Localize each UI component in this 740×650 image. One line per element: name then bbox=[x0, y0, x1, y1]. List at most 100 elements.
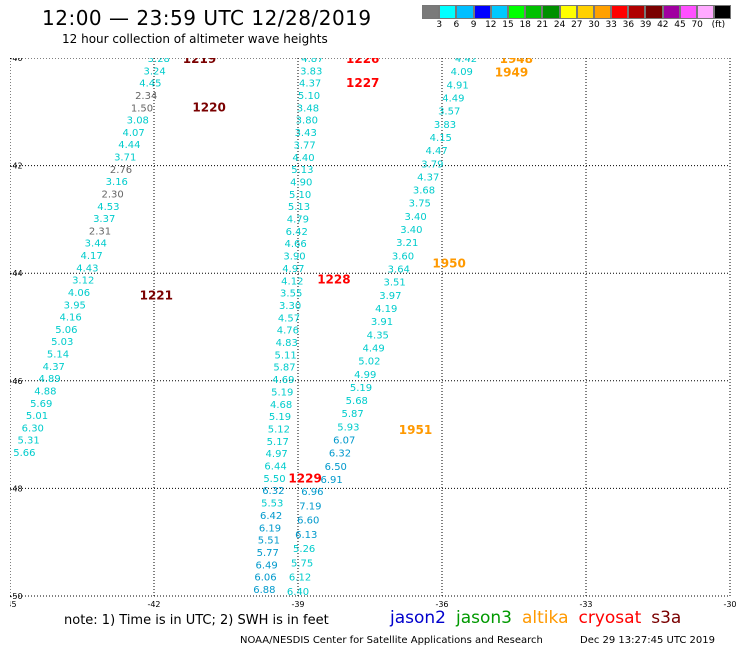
wave-height-value: 1.50 bbox=[131, 103, 153, 114]
wave-height-value: 5.75 bbox=[291, 558, 313, 569]
footer-note: note: 1) Time is in UTC; 2) SWH is in fe… bbox=[64, 613, 329, 628]
color-swatch bbox=[662, 5, 680, 19]
color-scale-label: 6 bbox=[453, 20, 460, 30]
lon-tick-label: -45 bbox=[10, 600, 17, 609]
color-swatch bbox=[422, 5, 440, 19]
wave-height-value: 3.79 bbox=[421, 159, 443, 170]
wave-height-value: 3.44 bbox=[85, 239, 107, 250]
wave-height-value: 3.55 bbox=[280, 289, 302, 300]
wave-height-value: 3.71 bbox=[114, 153, 136, 164]
wave-height-value: 4.47 bbox=[425, 146, 447, 157]
wave-height-value: 3.12 bbox=[72, 276, 94, 287]
lat-tick-label: -44 bbox=[10, 269, 23, 278]
color-scale-label: 39 bbox=[639, 20, 652, 30]
wave-height-value: 5.69 bbox=[30, 399, 52, 410]
wave-height-value: 6.32 bbox=[262, 486, 284, 497]
page-subtitle: 12 hour collection of altimeter wave hei… bbox=[62, 32, 328, 46]
wave-height-value: 4.87 bbox=[301, 58, 323, 65]
color-swatch bbox=[559, 5, 577, 19]
wave-height-value: 3.21 bbox=[396, 238, 418, 249]
wave-height-value: 4.17 bbox=[80, 251, 102, 262]
lon-tick-label: -33 bbox=[579, 600, 592, 609]
pass-time-label: 1950 bbox=[432, 256, 465, 270]
wave-height-value: 5.10 bbox=[289, 190, 311, 201]
color-swatch bbox=[645, 5, 663, 19]
wave-height-value: 4.66 bbox=[285, 239, 307, 250]
color-scale-label: 30 bbox=[588, 20, 600, 30]
wave-height-value: 4.06 bbox=[68, 288, 90, 299]
pass-time-label: 1951 bbox=[399, 423, 432, 437]
pass-time-label: 1227 bbox=[346, 76, 379, 90]
color-swatch bbox=[714, 5, 732, 19]
wave-height-value: 4.49 bbox=[442, 93, 464, 104]
wave-height-value: 5.66 bbox=[13, 448, 35, 459]
satellite-legend-jason3: jason3 bbox=[456, 608, 512, 628]
wave-height-value: 3.51 bbox=[383, 278, 405, 289]
color-swatch bbox=[611, 5, 629, 19]
wave-height-value: 3.80 bbox=[296, 116, 318, 127]
color-scale-label: 27 bbox=[571, 20, 583, 30]
color-scale-legend: 3 6 9 12 15 18 21 24 27 30 33 36 39 42 45 70 (ft) bbox=[422, 5, 740, 31]
pass-time-label: 1229 bbox=[288, 472, 321, 486]
pass-time-label: 1226 bbox=[346, 58, 379, 66]
wave-height-value: 4.89 bbox=[38, 374, 60, 385]
color-scale-label: 42 bbox=[657, 20, 669, 30]
color-swatch bbox=[490, 5, 508, 19]
wave-height-value: 4.19 bbox=[375, 304, 397, 315]
wave-height-value: 7.19 bbox=[299, 501, 321, 512]
wave-height-value: 3.37 bbox=[93, 214, 115, 225]
wave-height-value: 5.13 bbox=[291, 165, 313, 176]
lon-tick-label: -36 bbox=[435, 600, 448, 609]
wave-height-value: 2.76 bbox=[110, 165, 132, 176]
wave-height-value: 5.03 bbox=[51, 337, 73, 348]
wave-height-value: 3.24 bbox=[143, 66, 165, 77]
wave-height-value: 4.83 bbox=[276, 338, 298, 349]
wave-height-value: 4.90 bbox=[290, 177, 312, 188]
wave-height-value: 4.37 bbox=[43, 362, 65, 373]
color-swatch bbox=[679, 5, 697, 19]
wave-height-value: 5.87 bbox=[341, 409, 363, 420]
color-scale-label: 18 bbox=[519, 20, 531, 30]
wave-height-value: 3.40 bbox=[404, 212, 426, 223]
wave-height-value: 3.40 bbox=[400, 225, 422, 236]
wave-height-value: 4.53 bbox=[97, 202, 119, 213]
wave-height-value: 5.53 bbox=[261, 499, 283, 510]
wave-height-value: 3.90 bbox=[283, 252, 305, 263]
wave-height-value: 4.76 bbox=[277, 326, 299, 337]
lat-tick-label: -40 bbox=[10, 58, 23, 63]
wave-height-value: 2.30 bbox=[101, 189, 123, 200]
footer-credit: NOAA/NESDIS Center for Satellite Applica… bbox=[240, 635, 543, 646]
color-swatch bbox=[507, 5, 526, 19]
color-swatch bbox=[473, 5, 491, 19]
wave-height-value: 3.48 bbox=[297, 103, 319, 114]
satellite-legend: jason2 jason3 altika cryosat s3a bbox=[390, 608, 681, 628]
color-scale-label: 24 bbox=[553, 20, 566, 30]
wave-height-value: 6.40 bbox=[287, 587, 309, 598]
wave-height-value: 3.68 bbox=[413, 186, 435, 197]
wave-height-value: 4.57 bbox=[278, 313, 300, 324]
wave-height-value: 5.19 bbox=[269, 412, 291, 423]
wave-height-value: 6.60 bbox=[297, 516, 319, 527]
wave-height-value: 5.87 bbox=[273, 363, 295, 374]
color-scale-label: 15 bbox=[502, 20, 514, 30]
wave-height-value: 6.13 bbox=[295, 530, 317, 541]
wave-height-value: 3.64 bbox=[388, 265, 410, 276]
color-swatch bbox=[525, 5, 543, 19]
color-swatch bbox=[542, 5, 560, 19]
wave-height-value: 3.83 bbox=[434, 120, 456, 131]
wave-height-value: 6.19 bbox=[259, 523, 281, 534]
wave-height-value: 5.14 bbox=[47, 350, 69, 361]
wave-height-value: 6.88 bbox=[253, 585, 275, 596]
satellite-legend-altika: altika bbox=[522, 608, 569, 628]
color-scale-label: 33 bbox=[605, 20, 617, 30]
wave-height-value: 5.68 bbox=[346, 396, 368, 407]
color-scale-label: 70 bbox=[691, 20, 703, 30]
wave-height-value: 3.57 bbox=[438, 107, 460, 118]
wave-height-value: 5.31 bbox=[17, 436, 39, 447]
wave-height-value: 6.42 bbox=[260, 511, 282, 522]
color-scale-label: 36 bbox=[622, 20, 635, 30]
wave-height-value: 4.42 bbox=[455, 58, 477, 65]
color-scale-label: (ft) bbox=[711, 20, 726, 30]
wave-height-value: 3.97 bbox=[379, 291, 401, 302]
wave-height-value: 5.51 bbox=[258, 536, 280, 547]
